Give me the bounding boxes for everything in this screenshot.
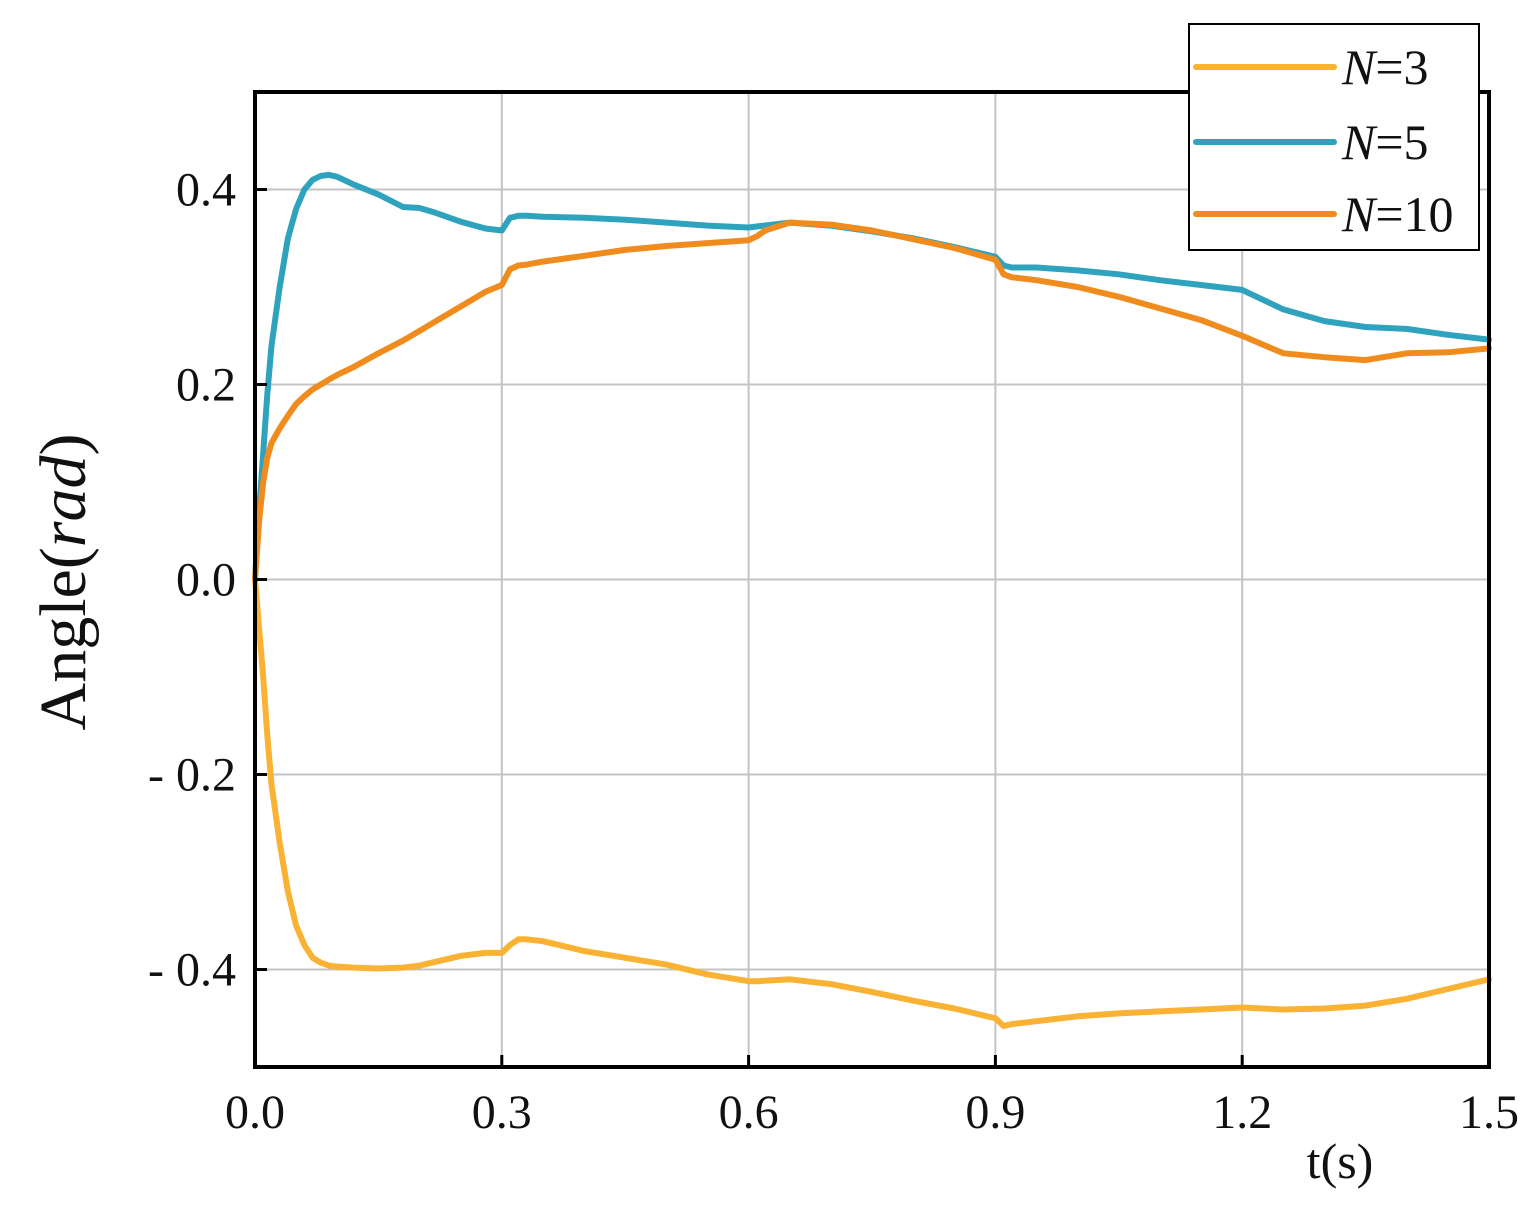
x-tick-label: 1.2 xyxy=(1212,1086,1272,1139)
legend: N=3 N=5 N=10 xyxy=(1188,23,1480,251)
x-axis-label: t(s) xyxy=(1307,1133,1374,1189)
x-tick-label: 1.5 xyxy=(1459,1086,1519,1139)
y-tick-label: - 0.2 xyxy=(148,749,236,802)
x-tick-label: 0.3 xyxy=(472,1086,532,1139)
series-layer xyxy=(252,171,1492,1029)
y-tick-label: 0.0 xyxy=(176,554,236,607)
y-axis-label-suffix: ) xyxy=(27,434,100,456)
x-tick-label: 0.9 xyxy=(965,1086,1025,1139)
y-tick-label: 0.2 xyxy=(176,359,236,412)
axis-ticks: 0.0 0.3 0.6 0.9 1.2 1.5 0.4 0.2 0.0 - 0.2 - 0.4 xyxy=(148,164,1519,1140)
legend-label-n3: N=3 xyxy=(1341,39,1429,95)
y-axis-label-prefix: Angle( xyxy=(27,547,100,730)
y-axis-label-unit: rad xyxy=(27,455,100,548)
y-axis-label: Angle(rad) xyxy=(27,434,100,731)
y-tick-label: 0.4 xyxy=(176,164,236,217)
x-tick-label: 0.6 xyxy=(719,1086,779,1139)
legend-label-n5: N=5 xyxy=(1341,114,1429,170)
x-tick-label: 0.0 xyxy=(225,1086,285,1139)
y-tick-label: - 0.4 xyxy=(148,944,236,997)
series-line-n10 xyxy=(252,219,1492,583)
series-line-n5 xyxy=(252,171,1492,583)
series-line-n3 xyxy=(252,576,1492,1029)
legend-label-n10: N=10 xyxy=(1341,186,1454,242)
